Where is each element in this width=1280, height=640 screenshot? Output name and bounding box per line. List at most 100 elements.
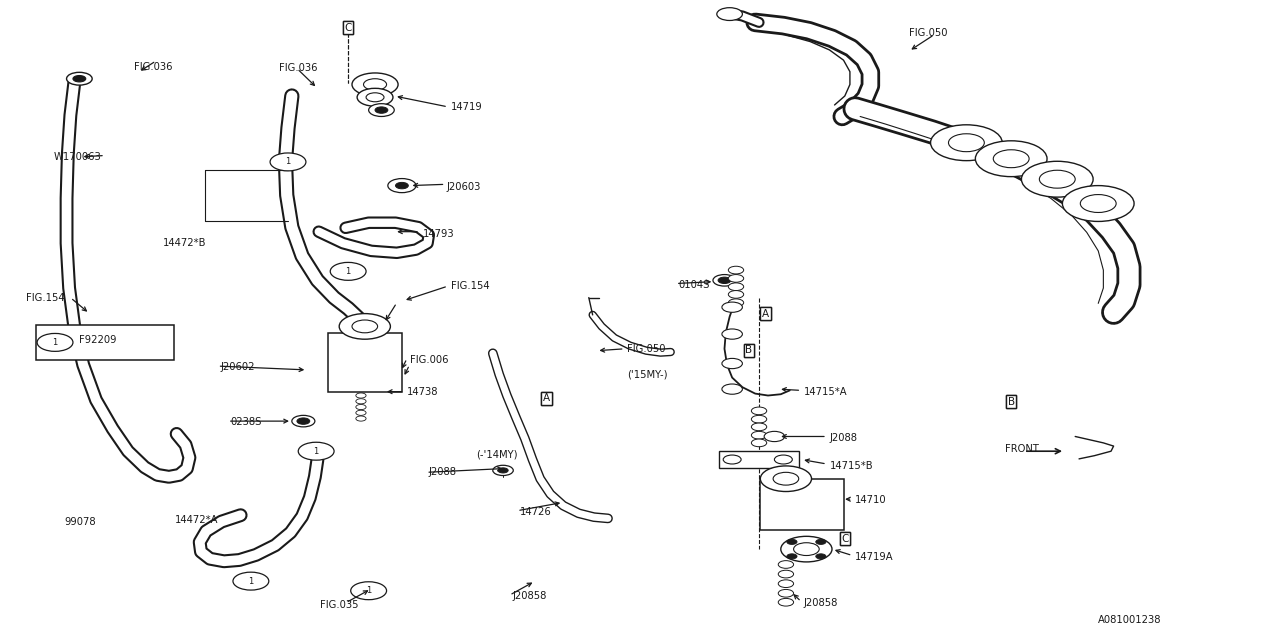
Text: A: A [543,393,550,403]
Circle shape [778,561,794,568]
Circle shape [37,333,73,351]
Bar [760,479,844,530]
Circle shape [292,415,315,427]
Circle shape [1062,186,1134,221]
Circle shape [728,299,744,307]
Text: FIG.035: FIG.035 [320,600,358,610]
Bar [328,333,402,392]
Circle shape [815,554,826,559]
Text: FIG.036: FIG.036 [134,62,173,72]
Text: 1: 1 [52,338,58,347]
Text: FIG.036: FIG.036 [279,63,317,74]
Circle shape [356,416,366,421]
Text: C: C [841,534,849,544]
Circle shape [352,73,398,96]
Circle shape [339,314,390,339]
Text: 14726: 14726 [520,507,552,517]
Circle shape [298,442,334,460]
Text: ('15MY-): ('15MY-) [627,369,668,380]
Text: 14793: 14793 [422,228,454,239]
Text: C: C [344,22,352,33]
Text: 1: 1 [285,157,291,166]
Circle shape [357,88,393,106]
Circle shape [270,153,306,171]
Circle shape [751,431,767,439]
Text: 14472*B: 14472*B [163,238,206,248]
Circle shape [778,598,794,606]
Text: J20858: J20858 [512,591,547,602]
Text: 0104S: 0104S [678,280,710,290]
Circle shape [356,410,366,415]
Circle shape [778,570,794,578]
Circle shape [233,572,269,590]
Text: C: C [841,534,849,544]
Text: 1: 1 [366,586,371,595]
Text: B: B [745,345,753,355]
Text: FIG.050: FIG.050 [909,28,947,38]
Circle shape [815,540,826,545]
Circle shape [787,540,797,545]
Circle shape [375,107,388,113]
Circle shape [760,466,812,492]
Circle shape [975,141,1047,177]
Circle shape [778,580,794,588]
Text: 99078: 99078 [64,516,96,527]
Text: 1: 1 [314,447,319,456]
Text: FIG.006: FIG.006 [410,355,448,365]
Circle shape [751,439,767,447]
Text: 14719: 14719 [451,102,483,112]
Circle shape [774,455,792,464]
Circle shape [351,582,387,600]
Text: A: A [762,308,769,319]
Circle shape [722,358,742,369]
Circle shape [498,468,508,473]
Text: 14715*A: 14715*A [804,387,847,397]
Circle shape [1021,161,1093,197]
Circle shape [781,536,832,562]
Text: J20603: J20603 [447,182,481,192]
Circle shape [388,179,416,193]
Circle shape [722,329,742,339]
Text: 0238S: 0238S [230,417,262,428]
Circle shape [713,275,736,286]
Circle shape [369,104,394,116]
Text: 14710: 14710 [855,495,887,506]
Circle shape [751,423,767,431]
Text: J20602: J20602 [220,362,255,372]
Text: B: B [1007,397,1015,407]
Bar [719,451,799,468]
Circle shape [297,418,310,424]
Text: F92209: F92209 [79,335,116,346]
Circle shape [728,283,744,291]
Circle shape [728,266,744,274]
Circle shape [787,554,797,559]
Circle shape [718,277,731,284]
Circle shape [931,125,1002,161]
Circle shape [356,404,366,410]
Text: 14719A: 14719A [855,552,893,562]
Text: W170063: W170063 [54,152,101,162]
Text: 1: 1 [346,267,351,276]
Text: 1: 1 [248,577,253,586]
Text: J2088: J2088 [829,433,858,444]
Circle shape [493,465,513,476]
Text: 14738: 14738 [407,387,439,397]
Circle shape [330,262,366,280]
Circle shape [717,8,742,20]
Circle shape [722,384,742,394]
Circle shape [751,407,767,415]
Circle shape [356,399,366,404]
Circle shape [728,275,744,282]
Text: FIG.050: FIG.050 [627,344,666,354]
Circle shape [73,76,86,82]
Circle shape [67,72,92,85]
Text: FRONT: FRONT [1005,444,1038,454]
Text: A: A [762,308,769,319]
Circle shape [728,291,744,298]
Text: J2088: J2088 [429,467,457,477]
Text: (-'14MY): (-'14MY) [476,449,517,460]
Circle shape [722,302,742,312]
Circle shape [396,182,408,189]
Text: A081001238: A081001238 [1098,614,1162,625]
Circle shape [723,455,741,464]
